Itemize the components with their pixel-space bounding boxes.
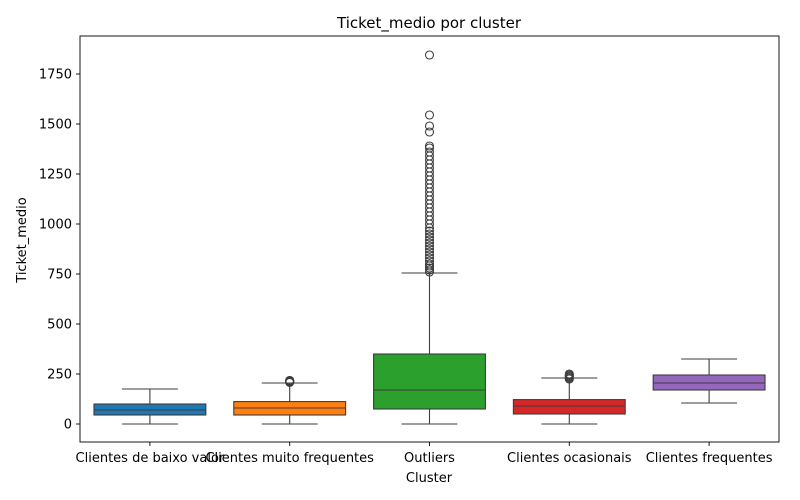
outlier-point (564, 369, 574, 379)
outlier-point (424, 232, 435, 242)
outlier-point (424, 235, 435, 245)
y-tick-label: 1250 (39, 168, 72, 183)
y-tick-label: 750 (47, 268, 72, 283)
x-tick-label: Clientes ocasionais (507, 451, 632, 466)
outlier-point (424, 50, 435, 60)
box (512, 399, 626, 415)
outlier-point (424, 229, 435, 239)
x-tick-label: Clientes de baixo valor (76, 451, 225, 466)
x-tick-label: Clientes muito frequentes (205, 451, 374, 466)
y-tick-label: 250 (47, 368, 72, 383)
y-tick-label: 1750 (39, 68, 72, 83)
outlier-point (424, 141, 435, 151)
y-tick-label: 1000 (39, 218, 72, 233)
outlier-point (424, 241, 435, 251)
outlier-point (424, 247, 435, 257)
outlier-point (424, 226, 435, 236)
outlier-point (424, 259, 435, 269)
y-tick-label: 0 (64, 418, 72, 433)
x-tick-label: Clientes frequentes (646, 451, 773, 466)
outlier-point (424, 253, 435, 263)
box (373, 353, 486, 410)
plot-frame (79, 35, 780, 443)
outlier-point (424, 250, 435, 260)
outlier-point (285, 375, 295, 385)
outlier-point (424, 256, 435, 266)
x-axis-label: Cluster (406, 471, 453, 486)
outlier-point (424, 244, 435, 254)
chart-title: Ticket_medio por cluster (336, 14, 522, 33)
y-tick-label: 1500 (39, 118, 72, 133)
outlier-point (424, 121, 435, 131)
outlier-point (424, 147, 435, 157)
y-axis-label: Ticket_medio (15, 197, 30, 283)
outlier-point (424, 127, 435, 137)
y-tick-label: 500 (47, 318, 72, 333)
x-tick-label: Outliers (404, 451, 455, 466)
plot-area: 0 250 500 750 1000 1250 1500 1750 Clientes de ba… (39, 50, 773, 466)
outlier-point (424, 238, 435, 248)
outlier-point (424, 110, 435, 120)
